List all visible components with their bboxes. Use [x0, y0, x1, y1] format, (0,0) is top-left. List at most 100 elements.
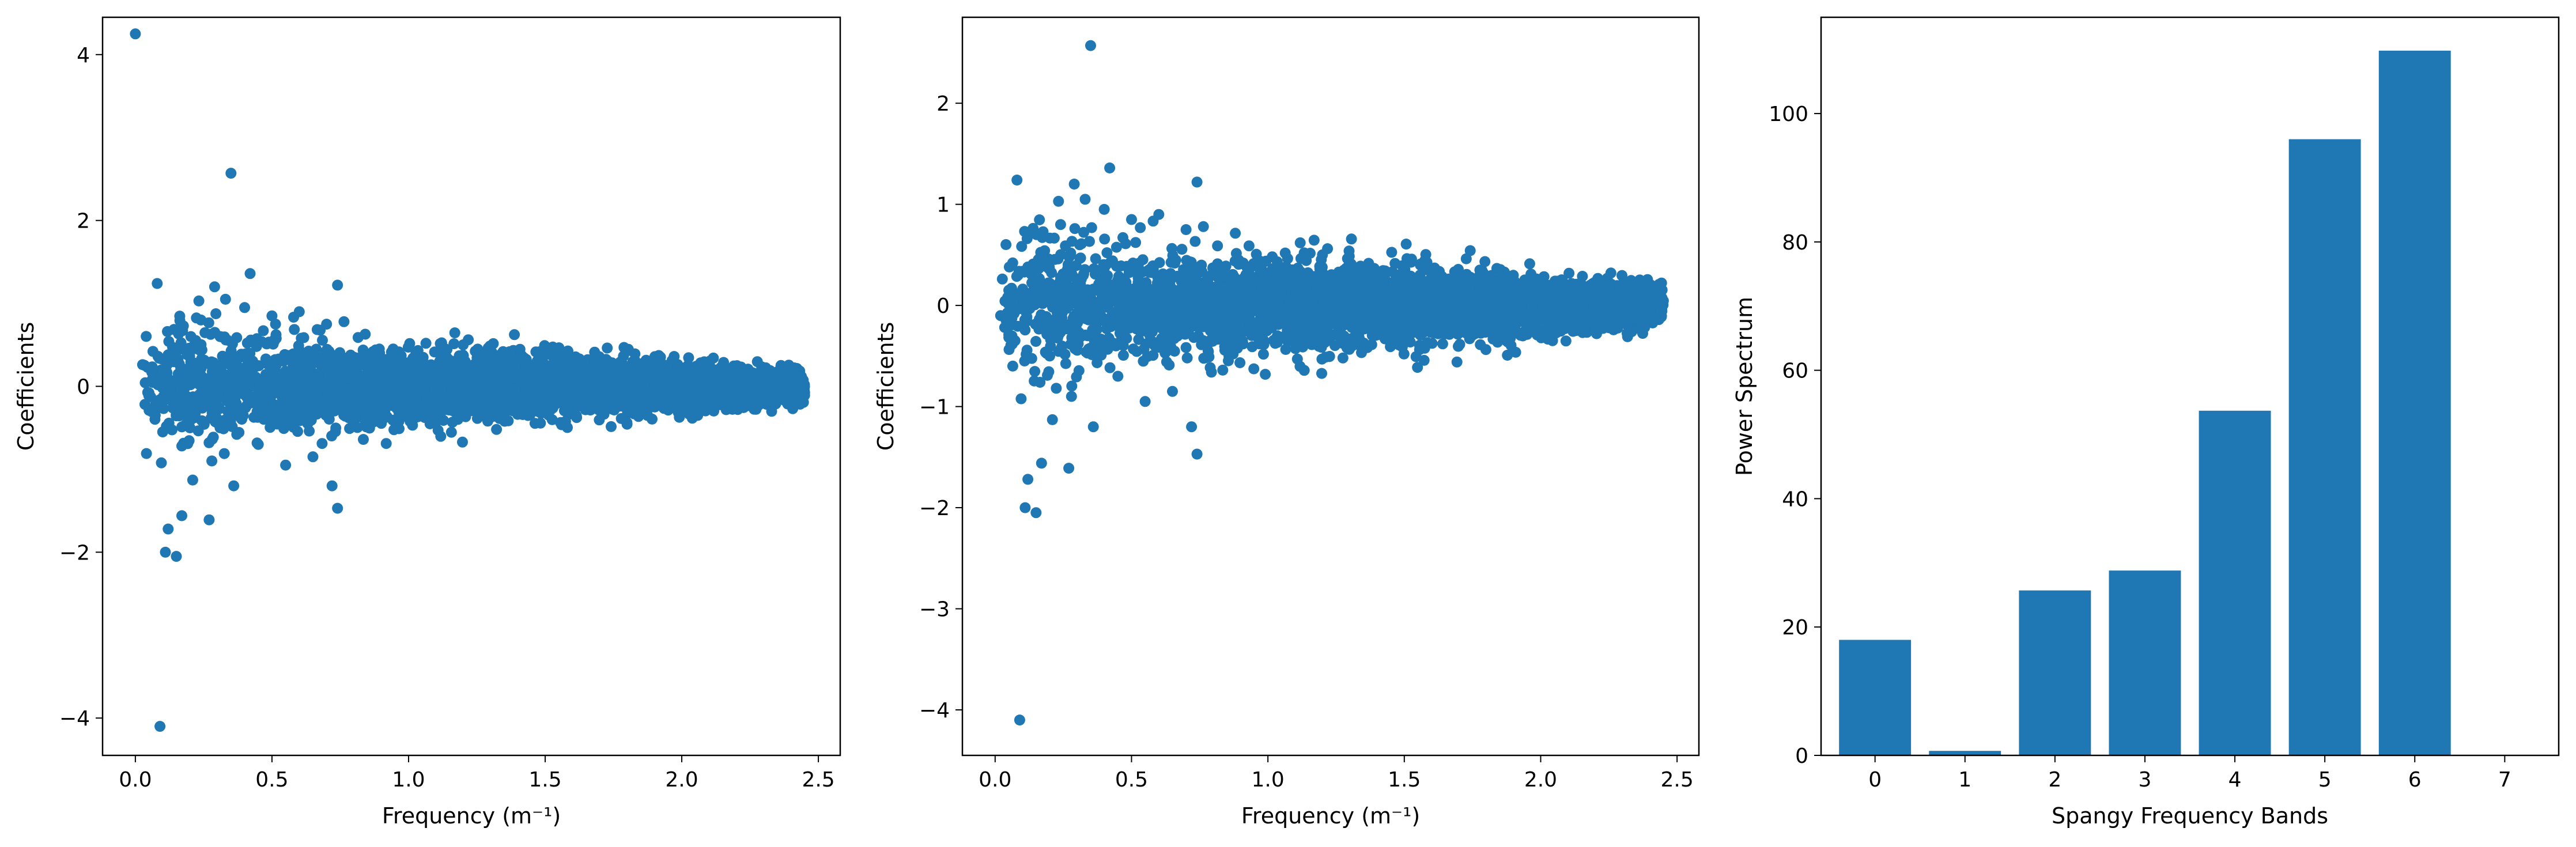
scatter-point: [270, 319, 281, 330]
x-tick-label: 0.5: [255, 768, 288, 792]
scatter-point: [163, 523, 174, 535]
scatter-point: [280, 459, 292, 471]
scatter-point: [269, 335, 280, 347]
scatter-point: [628, 399, 639, 410]
scatter-point: [332, 502, 343, 514]
scatter-point: [214, 331, 226, 342]
scatter-point: [206, 360, 217, 372]
scatter-point: [765, 366, 776, 377]
scatter-point: [681, 361, 692, 373]
scatter-point: [458, 339, 469, 350]
scatter-point: [209, 281, 220, 293]
scatter-point: [225, 416, 236, 427]
scatter-point: [447, 404, 458, 416]
scatter-point: [501, 379, 512, 391]
scatter-point: [795, 382, 806, 394]
scatter-point: [152, 278, 163, 289]
scatter-point: [435, 430, 447, 442]
scatter-point: [226, 338, 238, 350]
scatter-point: [179, 364, 191, 375]
scatter-point: [163, 417, 175, 429]
scatter-point: [218, 448, 230, 459]
scatter-point: [545, 403, 557, 415]
scatter-point: [449, 327, 460, 339]
scatter-point: [156, 457, 167, 468]
scatter-point: [173, 328, 184, 339]
scatter-point: [503, 415, 514, 426]
scatter-point: [248, 411, 260, 423]
scatter-point: [556, 369, 567, 380]
scatter-point: [571, 410, 582, 422]
scatter-point: [164, 379, 176, 390]
scatter-point: [778, 373, 789, 385]
scatter-point: [162, 326, 173, 337]
scatter-point: [342, 372, 353, 383]
scatter-point: [610, 375, 621, 386]
scatter-point: [577, 364, 589, 375]
scatter-point: [509, 329, 520, 341]
scatter-point: [251, 333, 263, 345]
scatter-point: [498, 369, 510, 381]
scatter-point: [307, 451, 319, 463]
scatter-point: [497, 346, 509, 357]
scatter-point: [294, 369, 305, 381]
scatter-point: [1337, 352, 1349, 364]
scatter-point: [777, 390, 788, 402]
scatter-point: [231, 429, 243, 440]
scatter-point: [246, 395, 258, 406]
scatter-point: [137, 359, 148, 370]
scatter-point: [141, 331, 152, 342]
scatter-point: [402, 342, 414, 353]
scatter-point: [334, 347, 346, 358]
scatter-point: [187, 474, 198, 486]
scatter-point: [195, 314, 207, 326]
scatter-point: [445, 426, 457, 438]
scatter-point: [590, 354, 601, 365]
scatter-point: [190, 376, 202, 387]
scatter-point: [364, 402, 376, 413]
scatter-point: [225, 168, 237, 179]
scatter-point: [251, 341, 262, 352]
panel-1-x-axis-label: Frequency (m⁻¹): [382, 803, 561, 829]
scatter-point: [386, 346, 397, 358]
scatter-point: [489, 355, 501, 366]
scatter-point: [130, 28, 141, 40]
scatter-point: [689, 383, 700, 395]
scatter-point: [358, 387, 369, 398]
scatter-point: [457, 436, 468, 448]
scatter-point: [708, 387, 720, 399]
scatter-point: [407, 376, 419, 387]
scatter-point: [668, 351, 680, 362]
scatter-point: [607, 393, 619, 404]
scatter-point: [324, 368, 335, 380]
scatter-point: [280, 416, 292, 427]
scatter-point: [562, 383, 573, 395]
scatter-point: [406, 387, 417, 399]
scatter-point: [289, 324, 300, 335]
scatter-point: [371, 386, 382, 398]
scatter-point: [462, 392, 474, 404]
scatter-point: [567, 396, 578, 407]
scatter-point: [651, 358, 662, 369]
scatter-point: [391, 396, 402, 408]
scatter-point: [326, 480, 338, 491]
scatter-point: [396, 364, 408, 375]
scatter-point: [338, 316, 350, 327]
scatter-point: [624, 373, 636, 384]
scatter-point: [478, 381, 489, 393]
scatter-point: [577, 395, 588, 406]
y-tick-label: 4: [77, 44, 90, 67]
scatter-point: [382, 411, 393, 422]
scatter-point: [1051, 383, 1062, 394]
scatter-point: [736, 365, 748, 377]
scatter-point: [602, 342, 613, 354]
scatter-point: [639, 392, 651, 404]
scatter-point: [699, 370, 711, 382]
scatter-point: [535, 393, 547, 404]
scatter-point: [344, 423, 356, 434]
scatter-point: [544, 366, 556, 377]
scatter-point: [185, 331, 197, 342]
scatter-point: [1090, 253, 1101, 264]
scatter-point: [163, 336, 175, 347]
